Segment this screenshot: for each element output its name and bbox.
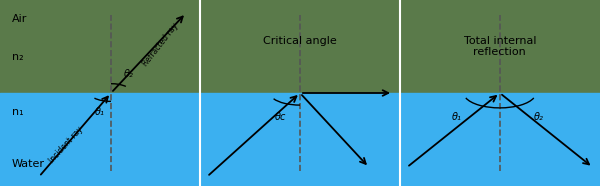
Text: Refracted ray: Refracted ray — [140, 21, 180, 68]
Text: θ₁: θ₁ — [95, 107, 105, 117]
Text: n₁: n₁ — [12, 107, 23, 117]
Text: θ₁: θ₁ — [452, 112, 461, 122]
Text: Air: Air — [12, 14, 28, 24]
Text: θ₂: θ₂ — [534, 112, 544, 122]
Text: θc: θc — [275, 112, 286, 122]
Text: Water: Water — [12, 159, 45, 169]
Text: Critical angle: Critical angle — [263, 36, 337, 46]
Text: Total internal
reflection: Total internal reflection — [464, 36, 536, 57]
Text: Incident ray: Incident ray — [47, 125, 85, 165]
Text: n₂: n₂ — [12, 52, 23, 62]
Text: θ₂: θ₂ — [124, 69, 134, 79]
